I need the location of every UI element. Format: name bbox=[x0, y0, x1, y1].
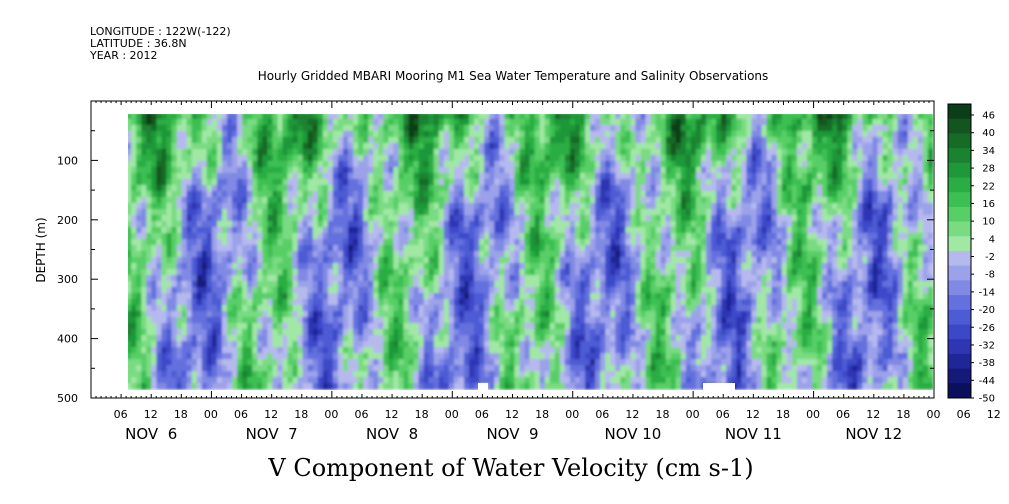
x-hour-label: 06 bbox=[716, 408, 730, 421]
x-hour-label: 06 bbox=[595, 408, 609, 421]
colorbar-label: -8 bbox=[985, 270, 995, 281]
colorbar-label: -14 bbox=[979, 287, 995, 298]
y-tick-label: 400 bbox=[57, 333, 78, 346]
x-day-label: NOV 7 bbox=[246, 425, 298, 443]
colorbar-swatch bbox=[948, 265, 971, 281]
colorbar-swatch bbox=[948, 118, 971, 134]
colorbar-label: -32 bbox=[979, 340, 995, 351]
x-hour-label: 00 bbox=[927, 408, 941, 421]
colorbar-swatch bbox=[948, 309, 971, 325]
chart-title: Hourly Gridded MBARI Mooring M1 Sea Wate… bbox=[258, 69, 769, 83]
x-axis-hour-labels: 06 12 18 00 06 12 18 00 06 12 18 00 06 12 18 00 06 12 18 00… bbox=[114, 408, 1001, 421]
x-hour-label: 06 bbox=[957, 408, 971, 421]
x-hour-label: 12 bbox=[866, 408, 880, 421]
colorbar-swatch bbox=[948, 236, 971, 252]
variable-title: V Component of Water Velocity (cm s-1) bbox=[267, 454, 753, 482]
y-tick-label: 300 bbox=[57, 273, 78, 286]
x-day-label: NOV 9 bbox=[486, 425, 538, 443]
heatmap bbox=[128, 114, 933, 390]
colorbar-swatch bbox=[948, 133, 971, 149]
x-day-label: NOV 10 bbox=[604, 425, 661, 443]
colorbar: 46 40 34 28 22 16 10 4 -2 -8 -14 -20 -26 -32 -38 -44 -50 bbox=[947, 103, 995, 405]
missing-patch-nov9 bbox=[478, 383, 488, 390]
colorbar-swatch bbox=[948, 368, 971, 384]
x-hour-label: 18 bbox=[294, 408, 308, 421]
colorbar-frame bbox=[947, 103, 972, 399]
axis-ticks bbox=[90, 100, 935, 399]
y-tick-label: 100 bbox=[57, 154, 78, 167]
x-hour-label: 06 bbox=[114, 408, 128, 421]
x-hour-label: 18 bbox=[656, 408, 670, 421]
x-axis-day-labels: NOV 6 NOV 7 NOV 8 NOV 9 NOV 10 NOV 11 NOV 12 bbox=[125, 425, 902, 443]
y-tick-label: 500 bbox=[57, 392, 78, 405]
x-hour-label: 00 bbox=[445, 408, 459, 421]
colorbar-swatch bbox=[948, 324, 971, 340]
colorbar-swatch bbox=[948, 339, 971, 355]
x-day-label: NOV 8 bbox=[366, 425, 418, 443]
y-axis-tick-labels: 100 200 300 400 500 bbox=[57, 154, 78, 405]
colorbar-swatch bbox=[948, 162, 971, 178]
x-hour-label: 18 bbox=[174, 408, 188, 421]
x-hour-label: 12 bbox=[987, 408, 1001, 421]
x-day-label: NOV 11 bbox=[725, 425, 782, 443]
colorbar-swatch bbox=[948, 206, 971, 222]
colorbar-label: 28 bbox=[982, 164, 995, 175]
colorbar-label: -44 bbox=[979, 376, 995, 387]
x-hour-label: 12 bbox=[144, 408, 158, 421]
x-hour-label: 18 bbox=[535, 408, 549, 421]
colorbar-swatch bbox=[948, 221, 971, 237]
x-hour-label: 06 bbox=[354, 408, 368, 421]
x-day-label: NOV 12 bbox=[845, 425, 902, 443]
colorbar-swatch bbox=[948, 251, 971, 267]
y-axis-title: DEPTH (m) bbox=[34, 217, 48, 282]
colorbar-swatch bbox=[948, 353, 971, 369]
x-hour-label: 00 bbox=[686, 408, 700, 421]
longitude-label: LONGITUDE : 122W(-122) bbox=[90, 25, 231, 38]
colorbar-swatch bbox=[948, 295, 971, 311]
x-hour-label: 18 bbox=[415, 408, 429, 421]
x-hour-label: 12 bbox=[746, 408, 760, 421]
x-hour-label: 18 bbox=[776, 408, 790, 421]
colorbar-label: 10 bbox=[982, 217, 995, 228]
x-hour-label: 06 bbox=[234, 408, 248, 421]
missing-patch-nov11 bbox=[703, 383, 735, 390]
x-hour-label: 06 bbox=[836, 408, 850, 421]
x-hour-label: 00 bbox=[806, 408, 820, 421]
x-hour-label: 12 bbox=[625, 408, 639, 421]
colorbar-label: -2 bbox=[985, 252, 995, 263]
missing-data-patches bbox=[478, 383, 735, 390]
colorbar-swatch bbox=[948, 177, 971, 193]
colorbar-label: 16 bbox=[982, 199, 995, 210]
x-hour-label: 18 bbox=[896, 408, 910, 421]
year-label: YEAR : 2012 bbox=[89, 49, 158, 62]
colorbar-swatch bbox=[948, 148, 971, 164]
latitude-label: LATITUDE : 36.8N bbox=[90, 37, 187, 50]
x-hour-label: 12 bbox=[264, 408, 278, 421]
x-hour-label: 00 bbox=[565, 408, 579, 421]
colorbar-label: -50 bbox=[979, 394, 995, 405]
x-hour-label: 12 bbox=[385, 408, 399, 421]
x-day-label: NOV 6 bbox=[125, 425, 177, 443]
colorbar-label: 22 bbox=[982, 181, 995, 192]
colorbar-label: 34 bbox=[982, 146, 995, 157]
x-hour-label: 06 bbox=[475, 408, 489, 421]
colorbar-label: -20 bbox=[979, 305, 995, 316]
y-tick-label: 200 bbox=[57, 214, 78, 227]
colorbar-label: -26 bbox=[979, 323, 995, 334]
colorbar-swatch bbox=[948, 280, 971, 296]
x-hour-label: 00 bbox=[204, 408, 218, 421]
colorbar-label: 40 bbox=[982, 128, 995, 139]
colorbar-label: 46 bbox=[982, 111, 995, 122]
colorbar-label: -38 bbox=[979, 358, 995, 369]
colorbar-label: 4 bbox=[989, 234, 995, 245]
x-hour-label: 00 bbox=[324, 408, 338, 421]
colorbar-swatch bbox=[948, 383, 971, 399]
colorbar-swatch bbox=[948, 192, 971, 208]
x-hour-label: 12 bbox=[505, 408, 519, 421]
colorbar-swatch bbox=[948, 104, 971, 120]
